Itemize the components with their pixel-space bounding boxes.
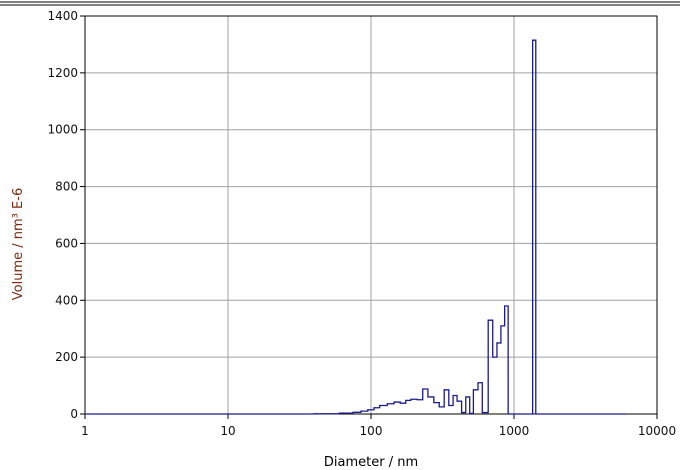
y-tick-label: 1400 [47,9,78,23]
x-tick-label: 1 [81,424,89,438]
x-tick-label: 10 [220,424,235,438]
ticks: 0 200 400 600 800 1000 1200 1400 1 10 100 1000 10000 [47,9,676,438]
x-tick-label: 10000 [638,424,676,438]
y-tick-label: 1200 [47,66,78,80]
y-tick-label: 600 [55,236,78,250]
series-line [85,39,626,415]
y-tick-label: 0 [70,407,78,421]
y-tick-label: 200 [55,350,78,364]
y-tick-label: 400 [55,293,78,307]
x-tick-label: 1000 [499,424,530,438]
y-tick-label: 800 [55,180,78,194]
x-axis-title: Diameter / nm [324,455,418,470]
x-tick-label: 100 [360,424,383,438]
y-axis-title: Volume / nm³ E-6 [11,188,26,300]
y-tick-label: 1000 [47,123,78,137]
grid-lines [85,15,657,414]
